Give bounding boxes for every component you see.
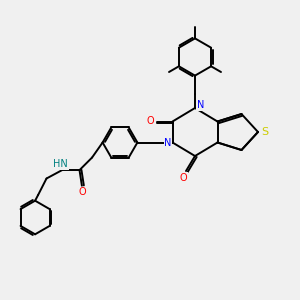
Text: O: O [79,187,86,197]
Text: HN: HN [53,159,68,169]
Text: N: N [197,100,204,110]
Text: N: N [164,137,172,148]
Text: O: O [179,172,187,183]
Text: S: S [261,127,268,137]
Text: O: O [146,116,154,126]
